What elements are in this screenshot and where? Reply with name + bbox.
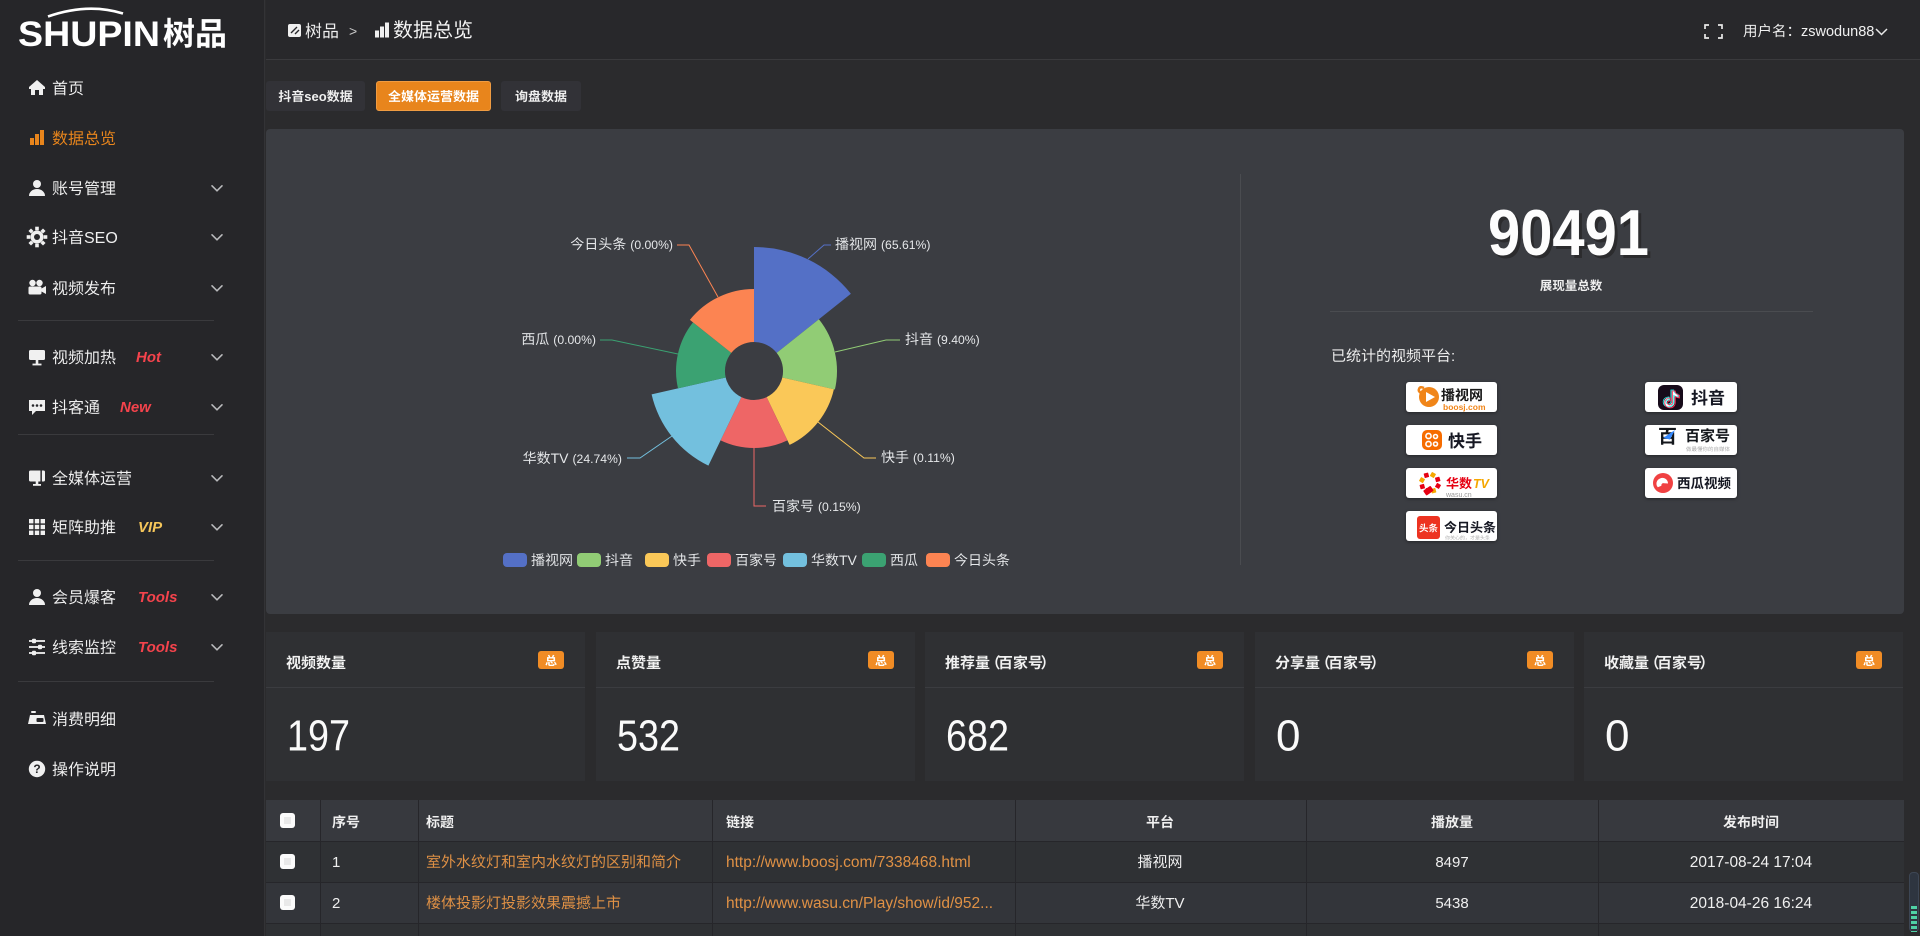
- svg-text:8497: 8497: [1435, 854, 1468, 871]
- svg-text:(9.40%): (9.40%): [937, 333, 980, 347]
- svg-text:http://www.boosj.com/7338468.h: http://www.boosj.com/7338468.html: [726, 854, 971, 871]
- svg-text:?: ?: [33, 762, 40, 776]
- svg-text:seo: seo: [304, 89, 326, 104]
- svg-text:SHUPIN: SHUPIN: [18, 15, 160, 54]
- svg-text:1: 1: [332, 854, 340, 871]
- svg-text:TV: TV: [1473, 477, 1491, 491]
- svg-text:90491: 90491: [1491, 199, 1652, 272]
- svg-text:>: >: [349, 23, 357, 39]
- svg-text:682: 682: [946, 712, 1009, 761]
- svg-text:wasu.cn: wasu.cn: [1445, 492, 1472, 499]
- svg-text:(0.00%): (0.00%): [553, 333, 596, 347]
- svg-text:Tools: Tools: [138, 639, 177, 656]
- svg-text:(0.00%): (0.00%): [630, 238, 673, 252]
- svg-text:boosj.com: boosj.com: [1443, 402, 1486, 412]
- svg-text::: :: [1451, 348, 1455, 365]
- svg-text:VIP: VIP: [138, 519, 163, 536]
- svg-text:zswodun88: zswodun88: [1801, 24, 1874, 40]
- svg-text:90491: 90491: [1488, 196, 1649, 269]
- svg-text:0: 0: [1605, 712, 1629, 761]
- svg-text:2: 2: [332, 895, 340, 912]
- svg-text:http://www.wasu.cn/Play/show/i: http://www.wasu.cn/Play/show/id/952...: [726, 895, 993, 912]
- svg-text:TV: TV: [1165, 895, 1184, 912]
- svg-text:197: 197: [287, 712, 350, 761]
- svg-text:New: New: [120, 399, 152, 416]
- svg-text:(0.11%): (0.11%): [913, 451, 955, 465]
- svg-text:0: 0: [1276, 712, 1300, 761]
- svg-text:Tools: Tools: [138, 589, 177, 606]
- svg-text:(0.15%): (0.15%): [818, 500, 861, 514]
- svg-text:(65.61%): (65.61%): [881, 238, 930, 252]
- svg-text:532: 532: [617, 712, 680, 761]
- svg-text:(24.74%): (24.74%): [573, 452, 622, 466]
- svg-text:2018-04-26 16:24: 2018-04-26 16:24: [1690, 895, 1813, 912]
- svg-text:Hot: Hot: [136, 349, 162, 366]
- svg-text:2017-08-24 17:04: 2017-08-24 17:04: [1690, 854, 1813, 871]
- svg-text:TV: TV: [551, 450, 570, 466]
- svg-text:TV: TV: [839, 552, 858, 568]
- svg-text:5438: 5438: [1435, 895, 1468, 912]
- svg-text:SEO: SEO: [84, 230, 118, 247]
